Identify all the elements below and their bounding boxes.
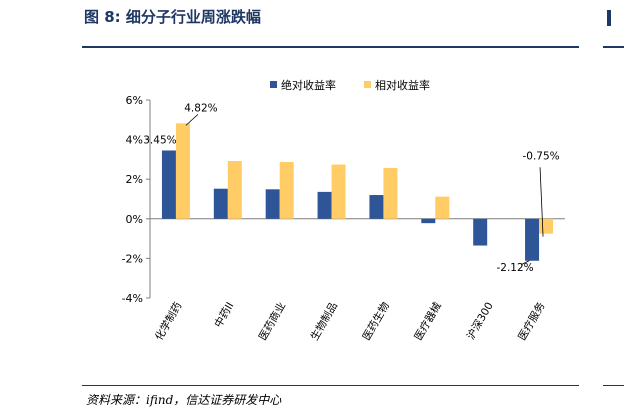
y-tick-label: -2% — [122, 252, 143, 265]
data-label-leader — [539, 167, 544, 237]
category-label: 医疗服务 — [515, 299, 548, 342]
y-tick-label: -4% — [122, 292, 143, 305]
y-tick-label: 4% — [126, 134, 143, 147]
bar-relative — [279, 161, 294, 219]
bar-absolute — [265, 189, 280, 219]
y-tick-label: 2% — [126, 173, 143, 186]
bar-absolute — [473, 218, 488, 246]
title-divider — [82, 46, 579, 48]
bar-relative — [331, 164, 346, 219]
category-label: 中药II — [212, 300, 237, 330]
y-tick-label: 0% — [126, 213, 143, 226]
bar-relative — [175, 123, 190, 219]
bar-absolute — [213, 188, 228, 219]
bar-absolute — [369, 195, 384, 219]
bar-relative — [539, 218, 554, 234]
category-label: 化学制药 — [152, 300, 184, 343]
data-label: -0.75% — [522, 150, 559, 162]
adjacent-title-divider — [603, 46, 624, 48]
bar-absolute — [525, 218, 540, 261]
figure-title: 图 8: 细分子行业周涨跌幅 — [84, 8, 261, 26]
adjacent-figure-marker — [607, 10, 611, 26]
legend-label: 绝对收益率 — [281, 78, 336, 92]
data-label: 4.82% — [184, 102, 217, 114]
bar-relative — [435, 196, 450, 219]
data-label: 3.45% — [143, 134, 176, 146]
bar-absolute — [317, 191, 332, 219]
y-tick-label: 6% — [126, 94, 143, 107]
category-label: 沪深300 — [464, 300, 496, 342]
category-label: 医药商业 — [256, 300, 288, 343]
bar-absolute — [421, 218, 436, 224]
data-label-leader — [520, 260, 530, 266]
data-label-leader — [185, 114, 199, 126]
category-label: 生物制品 — [308, 300, 340, 343]
bar-relative — [227, 160, 242, 219]
legend-swatch — [364, 81, 371, 88]
bar-relative — [383, 167, 398, 219]
category-label: 医药生物 — [360, 300, 392, 343]
adjacent-source-divider — [603, 385, 624, 386]
bar-absolute — [161, 150, 176, 219]
legend-label: 相对收益率 — [375, 78, 430, 92]
source-note: 资料来源：ifind，信达证券研发中心 — [86, 393, 282, 407]
source-divider — [82, 385, 579, 386]
data-label: -2.12% — [496, 262, 533, 274]
legend-swatch — [270, 81, 277, 88]
category-label: 医疗器械 — [412, 299, 445, 342]
